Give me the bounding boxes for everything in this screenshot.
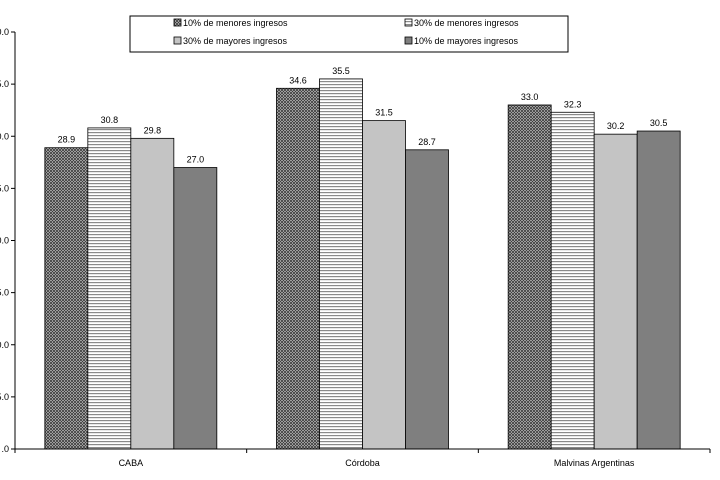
data-label: 29.8 — [144, 125, 162, 135]
bar — [44, 147, 89, 450]
data-label: 33.0 — [521, 92, 539, 102]
y-tick-label: 5.0 — [0, 392, 9, 402]
y-tick-label: 20.0 — [0, 236, 9, 246]
category-label: Córdoba — [345, 458, 380, 468]
y-tick-label: 30.0 — [0, 131, 9, 141]
legend-label: 30% de menores ingresos — [414, 18, 519, 28]
bar — [550, 111, 595, 450]
legend-swatch — [173, 18, 182, 27]
y-tick-label: 25.0 — [0, 183, 9, 193]
data-label: 34.6 — [289, 75, 307, 85]
bar — [319, 78, 363, 450]
bars — [44, 78, 681, 450]
x-axis: CABA Córdoba Malvinas Argentinas — [14, 448, 711, 468]
y-tick-label: 15.0 — [0, 288, 9, 298]
data-label: 28.7 — [418, 137, 436, 147]
legend-label: 10% de mayores ingresos — [414, 36, 519, 46]
data-label: 30.5 — [650, 118, 668, 128]
data-label: 32.3 — [564, 99, 582, 109]
bar — [276, 87, 320, 450]
y-tick-label: .0 — [1, 444, 9, 454]
bar — [130, 137, 175, 450]
bar — [593, 133, 638, 450]
data-label: 30.8 — [101, 115, 119, 125]
y-axis: .0 5.0 10.0 15.0 20.0 25.0 30.0 35.0 40.0 — [0, 27, 16, 454]
category-label: Malvinas Argentinas — [554, 458, 635, 468]
y-tick-label: 40.0 — [0, 27, 9, 37]
bar — [362, 120, 406, 450]
legend: 10% de menores ingresos 30% de menores in… — [129, 15, 569, 53]
bar — [173, 167, 218, 450]
data-label: 28.9 — [58, 135, 76, 145]
bar — [405, 149, 449, 450]
data-label: 27.0 — [187, 155, 205, 165]
bar — [507, 104, 552, 450]
bar — [636, 130, 681, 450]
legend-label: 10% de menores ingresos — [183, 18, 288, 28]
legend-label: 30% de mayores ingresos — [183, 36, 288, 46]
legend-box — [129, 15, 569, 53]
y-tick-label: 10.0 — [0, 340, 9, 350]
bar — [87, 127, 132, 450]
category-label: CABA — [119, 458, 144, 468]
y-tick-label: 35.0 — [0, 79, 9, 89]
data-label: 35.5 — [332, 66, 350, 76]
legend-swatch — [173, 36, 182, 45]
legend-swatch — [404, 18, 413, 27]
data-labels: 28.9 30.8 29.8 27.0 34.6 35.5 31.5 28.7 33.0 32.3… — [58, 66, 668, 165]
data-label: 31.5 — [375, 108, 393, 118]
data-label: 30.2 — [607, 121, 625, 131]
legend-swatch — [404, 36, 413, 45]
